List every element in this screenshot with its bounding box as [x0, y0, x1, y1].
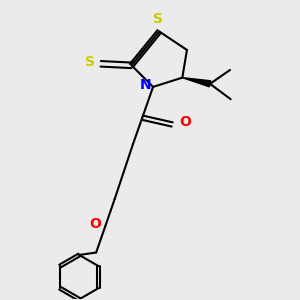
Text: S: S [153, 12, 163, 26]
Text: N: N [140, 78, 151, 92]
Text: O: O [179, 115, 191, 129]
Text: O: O [89, 218, 101, 232]
Polygon shape [182, 78, 211, 87]
Text: S: S [85, 55, 94, 69]
